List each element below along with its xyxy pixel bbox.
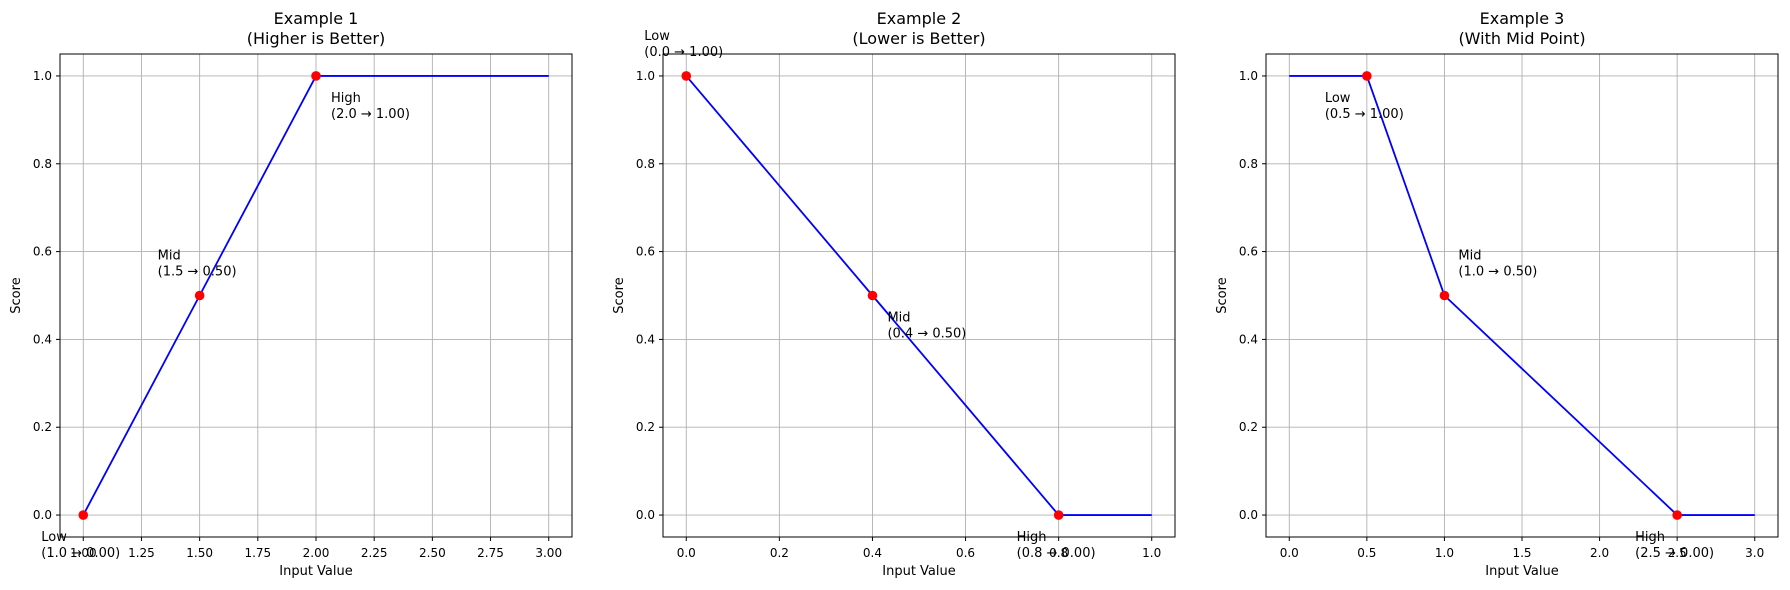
y-tick-label: 1.0: [33, 69, 52, 83]
annotation-value-high: (2.5 → 0.00): [1635, 546, 1714, 561]
x-axis-label: Input Value: [882, 564, 956, 579]
axes-frame: [662, 53, 1176, 538]
chart-title-line2: (With Mid Point): [1458, 29, 1585, 48]
annotation-name-low: Low: [1325, 91, 1351, 106]
chart-title-line1: Example 2: [877, 9, 962, 28]
y-tick-label: 1.0: [636, 69, 655, 83]
annotation-value-low: (1.0 → 0.00): [41, 546, 120, 561]
chart-title-line2: (Lower is Better): [852, 29, 985, 48]
y-tick-label: 0.8: [1239, 157, 1258, 171]
point-marker-high: [1672, 510, 1682, 520]
y-tick-label: 0.2: [636, 420, 655, 434]
point-marker-mid: [867, 290, 878, 301]
x-tick-label: 2.75: [477, 546, 504, 560]
y-tick-label: 0.0: [1239, 508, 1258, 522]
annotation-value-high: (0.8 → 0.00): [1017, 546, 1096, 561]
y-tick-label: 0.4: [33, 332, 52, 346]
y-tick-label: 0.8: [33, 157, 52, 171]
y-axis-label: Score: [1215, 277, 1230, 313]
annotation-name-high: High: [331, 91, 361, 106]
x-tick-label: 3.00: [535, 546, 562, 560]
annotation-value-mid: (1.0 → 0.50): [1458, 265, 1537, 280]
point-marker-mid: [1439, 290, 1450, 301]
annotation-name-low: Low: [41, 530, 67, 545]
x-tick-label: 2.25: [361, 546, 388, 560]
chart-title-line2: (Higher is Better): [247, 29, 385, 48]
y-tick-label: 1.0: [1239, 69, 1258, 83]
y-tick-label: 0.2: [33, 420, 52, 434]
annotation-value-mid: (0.4 → 0.50): [887, 327, 966, 342]
y-tick-label: 0.4: [636, 332, 655, 346]
annotation-value-low: (0.0 → 1.00): [644, 45, 723, 60]
series-line: [82, 75, 549, 516]
y-tick-label: 0.4: [1239, 332, 1258, 346]
chart-3: 0.0 0.5 1.0 1.5 2.0 2.5 3.0 0.0 0.2 0.4 0.6 0.8 1.0 L…: [1215, 9, 1779, 579]
y-tick-label: 0.6: [33, 245, 52, 259]
point-marker-mid: [194, 290, 205, 301]
x-tick-label: 2.50: [419, 546, 446, 560]
y-axis-label: Score: [9, 277, 24, 313]
y-tick-label: 0.6: [636, 245, 655, 259]
annotation-value-mid: (1.5 → 0.50): [158, 265, 237, 280]
annotation-value-low: (0.5 → 1.00): [1325, 107, 1404, 122]
x-tick-label: 1.50: [186, 546, 213, 560]
chart-title-line1: Example 3: [1480, 9, 1565, 28]
annotation-value-high: (2.0 → 1.00): [331, 107, 410, 122]
x-tick-label: 0.4: [863, 546, 882, 560]
x-tick-label: 0.0: [1280, 546, 1299, 560]
x-tick-label: 1.5: [1512, 546, 1531, 560]
x-tick-label: 1.75: [244, 546, 271, 560]
annotation-name-mid: Mid: [1458, 249, 1481, 264]
grid: [60, 54, 572, 537]
x-axis-label: Input Value: [279, 564, 353, 579]
chart-title-line1: Example 1: [274, 9, 359, 28]
x-axis-label: Input Value: [1485, 564, 1559, 579]
chart-1: 1.00 1.25 1.50 1.75 2.00 2.25 2.50 2.75 3.00 0.0 0…: [9, 9, 573, 579]
point-marker-low: [1362, 71, 1372, 81]
annotation-name-mid: Mid: [158, 249, 181, 264]
point-marker-low: [681, 71, 692, 81]
x-tick-label: 1.25: [128, 546, 155, 560]
x-tick-label: 2.00: [303, 546, 330, 560]
x-tick-label: 1.0: [1142, 546, 1161, 560]
point-marker-low: [78, 510, 89, 520]
y-axis-label: Score: [612, 277, 627, 313]
point-marker-high: [1053, 510, 1064, 520]
x-tick-label: 1.0: [1435, 546, 1454, 560]
point-marker-high: [311, 71, 321, 81]
x-tick-label: 2.5: [1668, 546, 1687, 560]
y-tick-label: 0.2: [1239, 420, 1258, 434]
y-tick-label: 0.6: [1239, 245, 1258, 259]
x-tick-label: 2.0: [1590, 546, 1609, 560]
y-tick-label: 0.0: [636, 508, 655, 522]
grid: [663, 54, 1175, 537]
x-tick-label: 3.0: [1745, 546, 1764, 560]
chart-2: 0.0 0.2 0.4 0.6 0.8 1.00.00.20.40.60.81.0Low(…: [612, 9, 1176, 579]
series-line: [685, 75, 1152, 516]
x-tick-label: 0.5: [1357, 546, 1376, 560]
grid: [1266, 54, 1778, 537]
annotation-name-mid: Mid: [887, 311, 910, 326]
annotation-name-low: Low: [644, 29, 670, 44]
x-tick-label: 0.8: [1049, 546, 1068, 560]
x-tick-label: 0.2: [770, 546, 789, 560]
x-tick-label: 0.0: [677, 546, 696, 560]
x-tick-label: 0.6: [956, 546, 975, 560]
x-tick-label: 1.00: [70, 546, 97, 560]
annotation-name-high: High: [1017, 530, 1047, 545]
y-tick-label: 0.0: [33, 508, 52, 522]
y-tick-label: 0.8: [636, 157, 655, 171]
annotation-name-high: High: [1635, 530, 1665, 545]
